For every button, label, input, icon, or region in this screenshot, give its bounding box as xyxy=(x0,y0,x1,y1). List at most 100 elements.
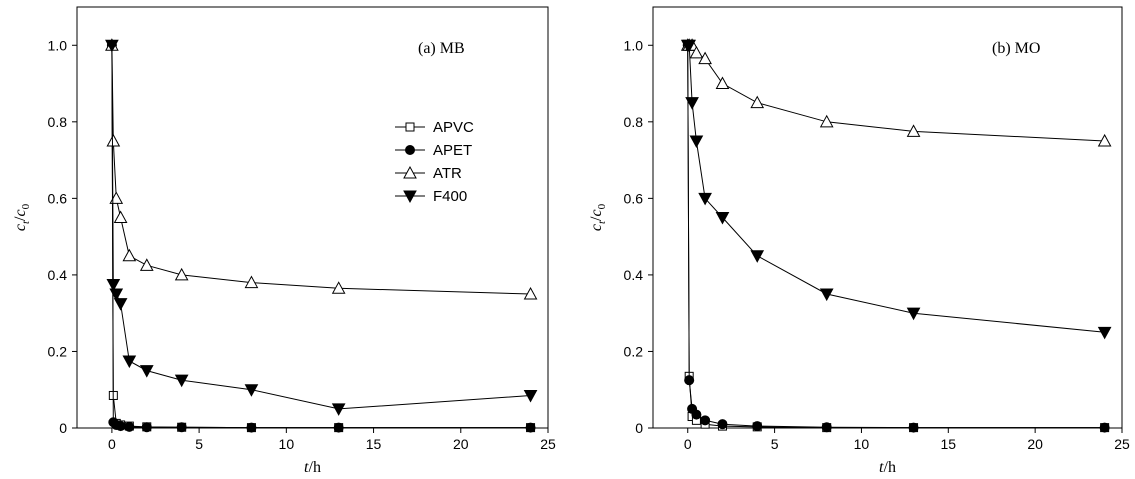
legend-marker xyxy=(405,122,415,132)
series-line xyxy=(687,44,1105,333)
x-axis-title: t/h xyxy=(879,459,896,476)
y-tick-label: 0 xyxy=(59,420,67,436)
y-axis-title: ct/c0 xyxy=(12,203,32,231)
legend-label: F400 xyxy=(433,188,467,205)
y-axis-title-sub-t: t xyxy=(20,220,32,224)
panel-label: (a) MB xyxy=(418,40,465,57)
legend-label: APVC xyxy=(433,119,474,136)
data-point xyxy=(821,422,832,433)
data-point xyxy=(752,421,763,432)
y-axis-title-sub-0: 0 xyxy=(20,203,32,209)
y-tick-label: 0.4 xyxy=(48,267,68,283)
y-tick-label: 1.0 xyxy=(624,37,644,53)
data-point xyxy=(689,45,704,59)
series-apvc xyxy=(107,40,536,433)
y-tick-label: 1.0 xyxy=(48,37,68,53)
x-tick-label: 5 xyxy=(195,436,203,452)
legend-item: APET xyxy=(395,142,472,159)
data-point xyxy=(331,403,346,416)
data-point xyxy=(244,275,259,289)
data-point xyxy=(717,419,728,430)
legend-label: ATR xyxy=(433,165,462,182)
data-point xyxy=(682,39,697,53)
y-tick-label: 0.8 xyxy=(624,114,644,130)
data-point xyxy=(113,298,128,311)
data-point xyxy=(246,422,257,433)
y-axis-title-sub-t: t xyxy=(596,220,608,224)
x-axis-title: t/h xyxy=(304,459,321,476)
y-axis-title-slash: / xyxy=(588,216,605,221)
data-point xyxy=(113,210,128,223)
x-tick-label: 20 xyxy=(453,436,469,452)
y-tick-label: 0.8 xyxy=(48,114,68,130)
x-tick-label: 10 xyxy=(279,436,295,452)
data-point xyxy=(819,114,834,128)
data-point xyxy=(1097,326,1112,340)
data-point xyxy=(685,97,699,110)
y-tick-label: 0.2 xyxy=(624,343,644,359)
series-apet xyxy=(106,40,536,433)
data-point xyxy=(333,422,344,433)
y-axis-title-slash: / xyxy=(12,216,29,221)
y-axis-title-c1: c xyxy=(12,224,29,231)
data-point xyxy=(908,422,919,433)
series-line xyxy=(111,45,531,429)
panel-label: (b) MO xyxy=(992,40,1040,57)
data-point xyxy=(715,212,730,225)
data-point xyxy=(1099,422,1110,433)
series-line xyxy=(687,45,1105,429)
legend-marker xyxy=(405,145,415,155)
y-axis-title-sub-0: 0 xyxy=(596,203,608,209)
x-tick-label: 15 xyxy=(366,436,382,452)
series-line xyxy=(111,45,531,295)
series-line xyxy=(687,45,1105,429)
legend-marker xyxy=(403,190,417,204)
data-point xyxy=(139,258,154,271)
y-tick-label: 0 xyxy=(635,420,643,436)
data-point xyxy=(115,421,126,432)
data-point xyxy=(691,409,702,420)
data-point xyxy=(906,307,921,321)
series-atr xyxy=(105,38,538,300)
series-line xyxy=(687,44,1105,142)
series-atr xyxy=(680,38,1112,147)
x-axis-title-var: t xyxy=(879,459,884,476)
data-point xyxy=(109,288,124,302)
x-tick-label: 0 xyxy=(684,436,692,452)
data-point xyxy=(141,422,152,433)
data-point xyxy=(331,281,346,294)
y-axis-title-c1: c xyxy=(588,224,605,231)
legend-item: ATR xyxy=(395,165,462,182)
data-point xyxy=(176,422,187,433)
y-tick-label: 0.4 xyxy=(624,267,644,283)
data-point xyxy=(105,39,119,53)
series-apvc xyxy=(683,40,1110,433)
plot-frame xyxy=(76,6,549,429)
data-point xyxy=(750,250,765,263)
legend-item: APVC xyxy=(395,119,474,136)
y-tick-label: 0.6 xyxy=(48,190,68,206)
y-axis-title-c2: c xyxy=(12,209,29,216)
x-tick-label: 10 xyxy=(854,436,870,452)
data-point xyxy=(700,415,711,426)
data-point xyxy=(684,375,695,386)
y-tick-label: 0.6 xyxy=(624,190,644,206)
data-point xyxy=(1097,133,1112,147)
data-point xyxy=(122,355,137,369)
legend: APVC APET ATR F400 xyxy=(395,119,474,205)
data-point xyxy=(750,95,765,109)
x-tick-label: 5 xyxy=(771,436,779,452)
series-line xyxy=(111,45,531,429)
x-tick-label: 0 xyxy=(108,436,116,452)
data-point xyxy=(124,421,135,432)
x-tick-label: 20 xyxy=(1027,436,1043,452)
data-point xyxy=(139,365,154,378)
x-tick-label: 25 xyxy=(540,436,556,452)
data-point xyxy=(698,51,712,65)
data-point xyxy=(174,267,189,281)
data-point xyxy=(106,278,121,292)
x-tick-label: 15 xyxy=(941,436,957,452)
